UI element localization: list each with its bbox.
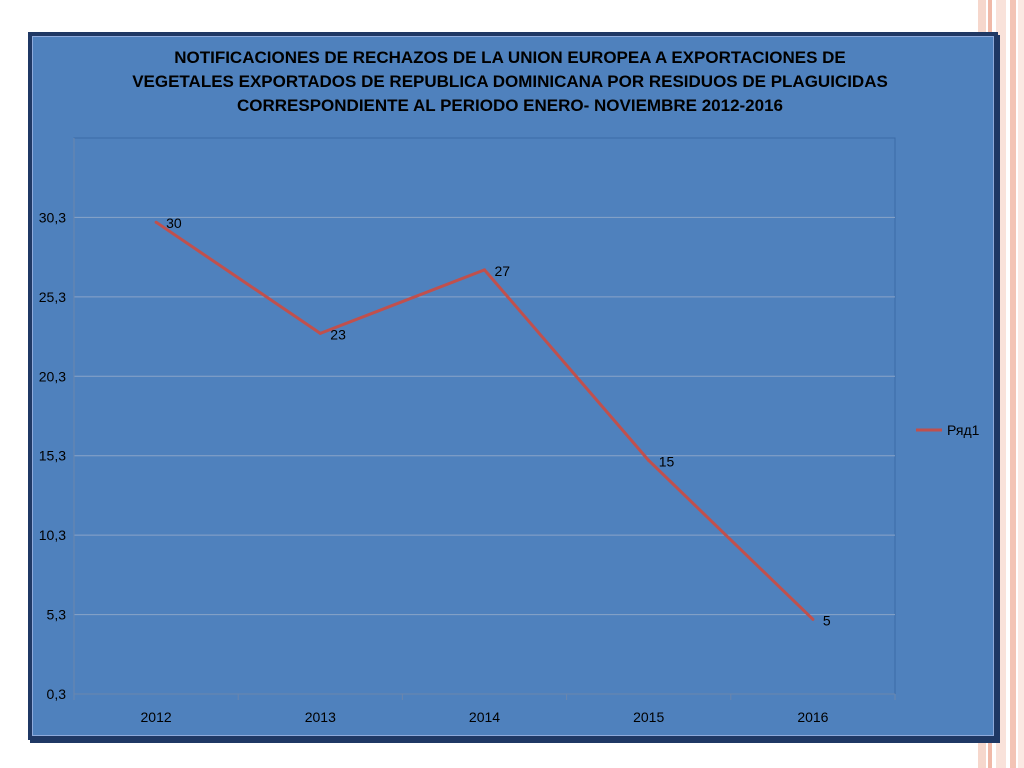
data-label: 15 — [659, 453, 675, 469]
data-label: 27 — [495, 263, 511, 279]
x-tick-label: 2013 — [305, 709, 336, 725]
chart-title-line-1: NOTIFICACIONES DE RECHAZOS DE LA UNION E… — [174, 48, 846, 67]
data-point — [483, 268, 486, 272]
chart-title-line-2: VEGETALES EXPORTADOS DE REPUBLICA DOMINI… — [132, 72, 888, 91]
x-tick-label: 2012 — [141, 709, 172, 725]
y-tick-label: 0,3 — [47, 686, 67, 702]
data-point — [811, 617, 815, 621]
y-tick-label: 20,3 — [39, 368, 66, 384]
decor-stripe — [996, 0, 1006, 768]
plot-area — [73, 137, 896, 695]
series-layer — [154, 220, 815, 621]
data-labels: 30 23 27 15 5 — [166, 215, 831, 628]
data-label: 23 — [330, 326, 346, 342]
x-tick-label: 2014 — [469, 709, 500, 725]
data-point — [154, 220, 158, 224]
y-tick-label: 10,3 — [39, 527, 66, 543]
decor-stripe — [1010, 0, 1016, 768]
axes: 0,3 5,3 10,3 15,3 20,3 25,3 30,3 2012 2013 2014 20… — [39, 138, 896, 725]
data-point — [647, 458, 651, 462]
data-point — [318, 331, 322, 335]
chart-title: NOTIFICACIONES DE RECHAZOS DE LA UNION E… — [60, 46, 960, 118]
y-tick-label: 5,3 — [47, 607, 67, 623]
x-tick-label: 2015 — [633, 709, 664, 725]
y-tick-label: 30,3 — [39, 209, 66, 225]
legend: Ряд1 — [916, 422, 980, 438]
data-label: 30 — [166, 215, 182, 231]
y-tick-label: 15,3 — [39, 448, 66, 464]
data-label: 5 — [823, 612, 831, 628]
legend-entry: Ряд1 — [947, 422, 980, 438]
y-tick-label: 25,3 — [39, 289, 66, 305]
chart-title-line-3: CORRESPONDIENTE AL PERIODO ENERO- NOVIEM… — [236, 96, 784, 115]
decor-stripe — [1018, 0, 1024, 768]
x-tick-label: 2016 — [797, 709, 828, 725]
